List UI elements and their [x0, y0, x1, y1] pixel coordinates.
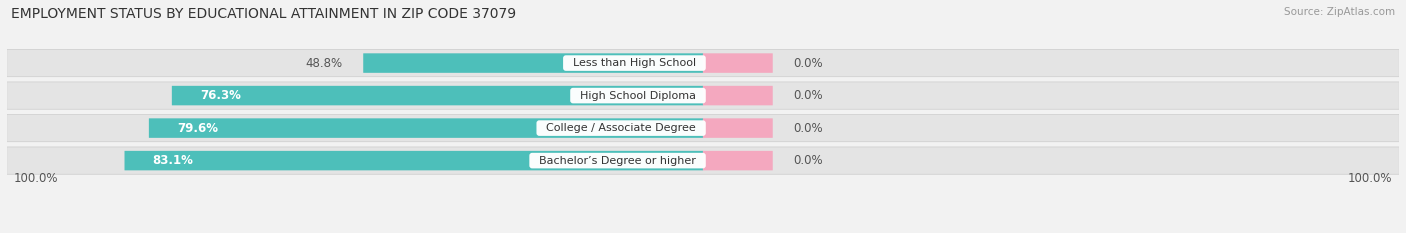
Text: 0.0%: 0.0% [793, 154, 823, 167]
FancyBboxPatch shape [7, 147, 1399, 174]
FancyBboxPatch shape [7, 114, 1399, 142]
FancyBboxPatch shape [7, 49, 1399, 77]
Text: Bachelor’s Degree or higher: Bachelor’s Degree or higher [531, 156, 703, 166]
Text: EMPLOYMENT STATUS BY EDUCATIONAL ATTAINMENT IN ZIP CODE 37079: EMPLOYMENT STATUS BY EDUCATIONAL ATTAINM… [11, 7, 516, 21]
Text: 0.0%: 0.0% [793, 57, 823, 70]
FancyBboxPatch shape [125, 151, 703, 170]
FancyBboxPatch shape [363, 53, 703, 73]
FancyBboxPatch shape [7, 82, 1399, 109]
FancyBboxPatch shape [703, 86, 773, 105]
Text: 0.0%: 0.0% [793, 89, 823, 102]
Text: College / Associate Degree: College / Associate Degree [540, 123, 703, 133]
Text: High School Diploma: High School Diploma [574, 91, 703, 101]
Text: Source: ZipAtlas.com: Source: ZipAtlas.com [1284, 7, 1395, 17]
Text: 76.3%: 76.3% [200, 89, 240, 102]
FancyBboxPatch shape [703, 118, 773, 138]
Text: 83.1%: 83.1% [152, 154, 194, 167]
Text: 100.0%: 100.0% [1347, 172, 1392, 185]
Text: 100.0%: 100.0% [14, 172, 59, 185]
Text: Less than High School: Less than High School [565, 58, 703, 68]
FancyBboxPatch shape [172, 86, 703, 105]
FancyBboxPatch shape [703, 151, 773, 170]
Text: 0.0%: 0.0% [793, 122, 823, 135]
Text: 79.6%: 79.6% [177, 122, 218, 135]
Text: 48.8%: 48.8% [305, 57, 343, 70]
FancyBboxPatch shape [703, 53, 773, 73]
FancyBboxPatch shape [149, 118, 703, 138]
